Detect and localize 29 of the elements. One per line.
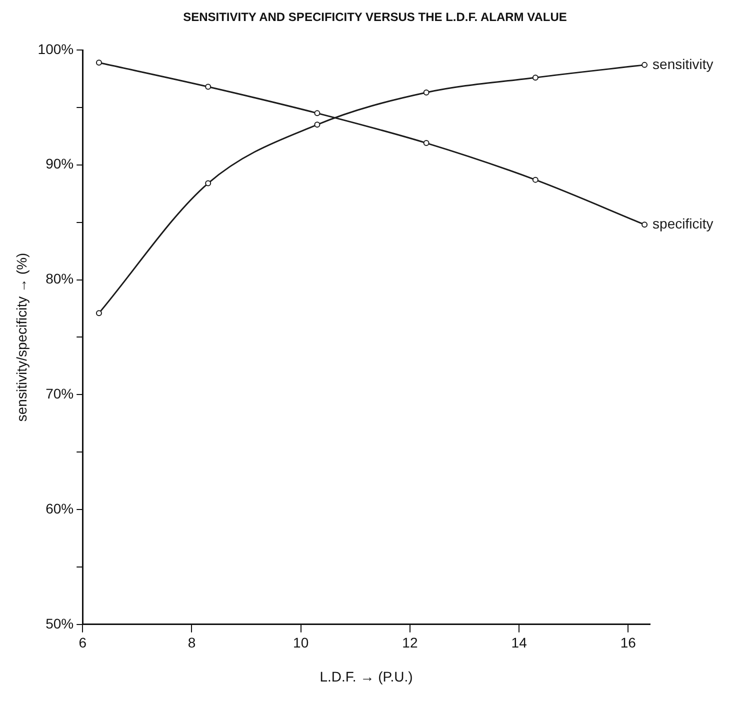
y-tick-label: 80% bbox=[46, 270, 74, 287]
y-tick-label: 100% bbox=[38, 40, 74, 57]
chart-title: SENSITIVITY AND SPECIFICITY VERSUS THE L.D.F. ALARM VALUE bbox=[182, 10, 568, 24]
point bbox=[314, 110, 320, 116]
point bbox=[532, 176, 538, 183]
x-tick-label: 14 bbox=[511, 634, 528, 651]
point bbox=[314, 122, 320, 128]
y-tick-label: 70% bbox=[46, 386, 74, 402]
x-tick-label: 16 bbox=[620, 634, 636, 651]
x-tick-label: 12 bbox=[402, 634, 418, 651]
y-tick-label: 60% bbox=[46, 500, 74, 516]
y-axis-title: sensitivity/specificity → (%) bbox=[13, 252, 30, 422]
point bbox=[642, 62, 648, 68]
series-label: specificity bbox=[652, 215, 714, 232]
x-tick-label: 8 bbox=[188, 634, 196, 651]
y-tick-label: 50% bbox=[46, 615, 74, 632]
point bbox=[96, 310, 102, 316]
y-tick-label: 90% bbox=[46, 156, 74, 172]
point bbox=[423, 140, 430, 146]
point bbox=[205, 84, 212, 90]
point bbox=[532, 74, 538, 81]
x-axis-title: L.D.F. → (P.U.) bbox=[320, 668, 413, 684]
x-tick-label: 6 bbox=[78, 634, 87, 651]
point bbox=[423, 90, 430, 96]
point bbox=[642, 222, 648, 228]
series-label: sensitivity bbox=[652, 56, 714, 72]
point bbox=[96, 60, 102, 66]
x-tick-label: 10 bbox=[293, 634, 309, 651]
point bbox=[205, 180, 212, 186]
